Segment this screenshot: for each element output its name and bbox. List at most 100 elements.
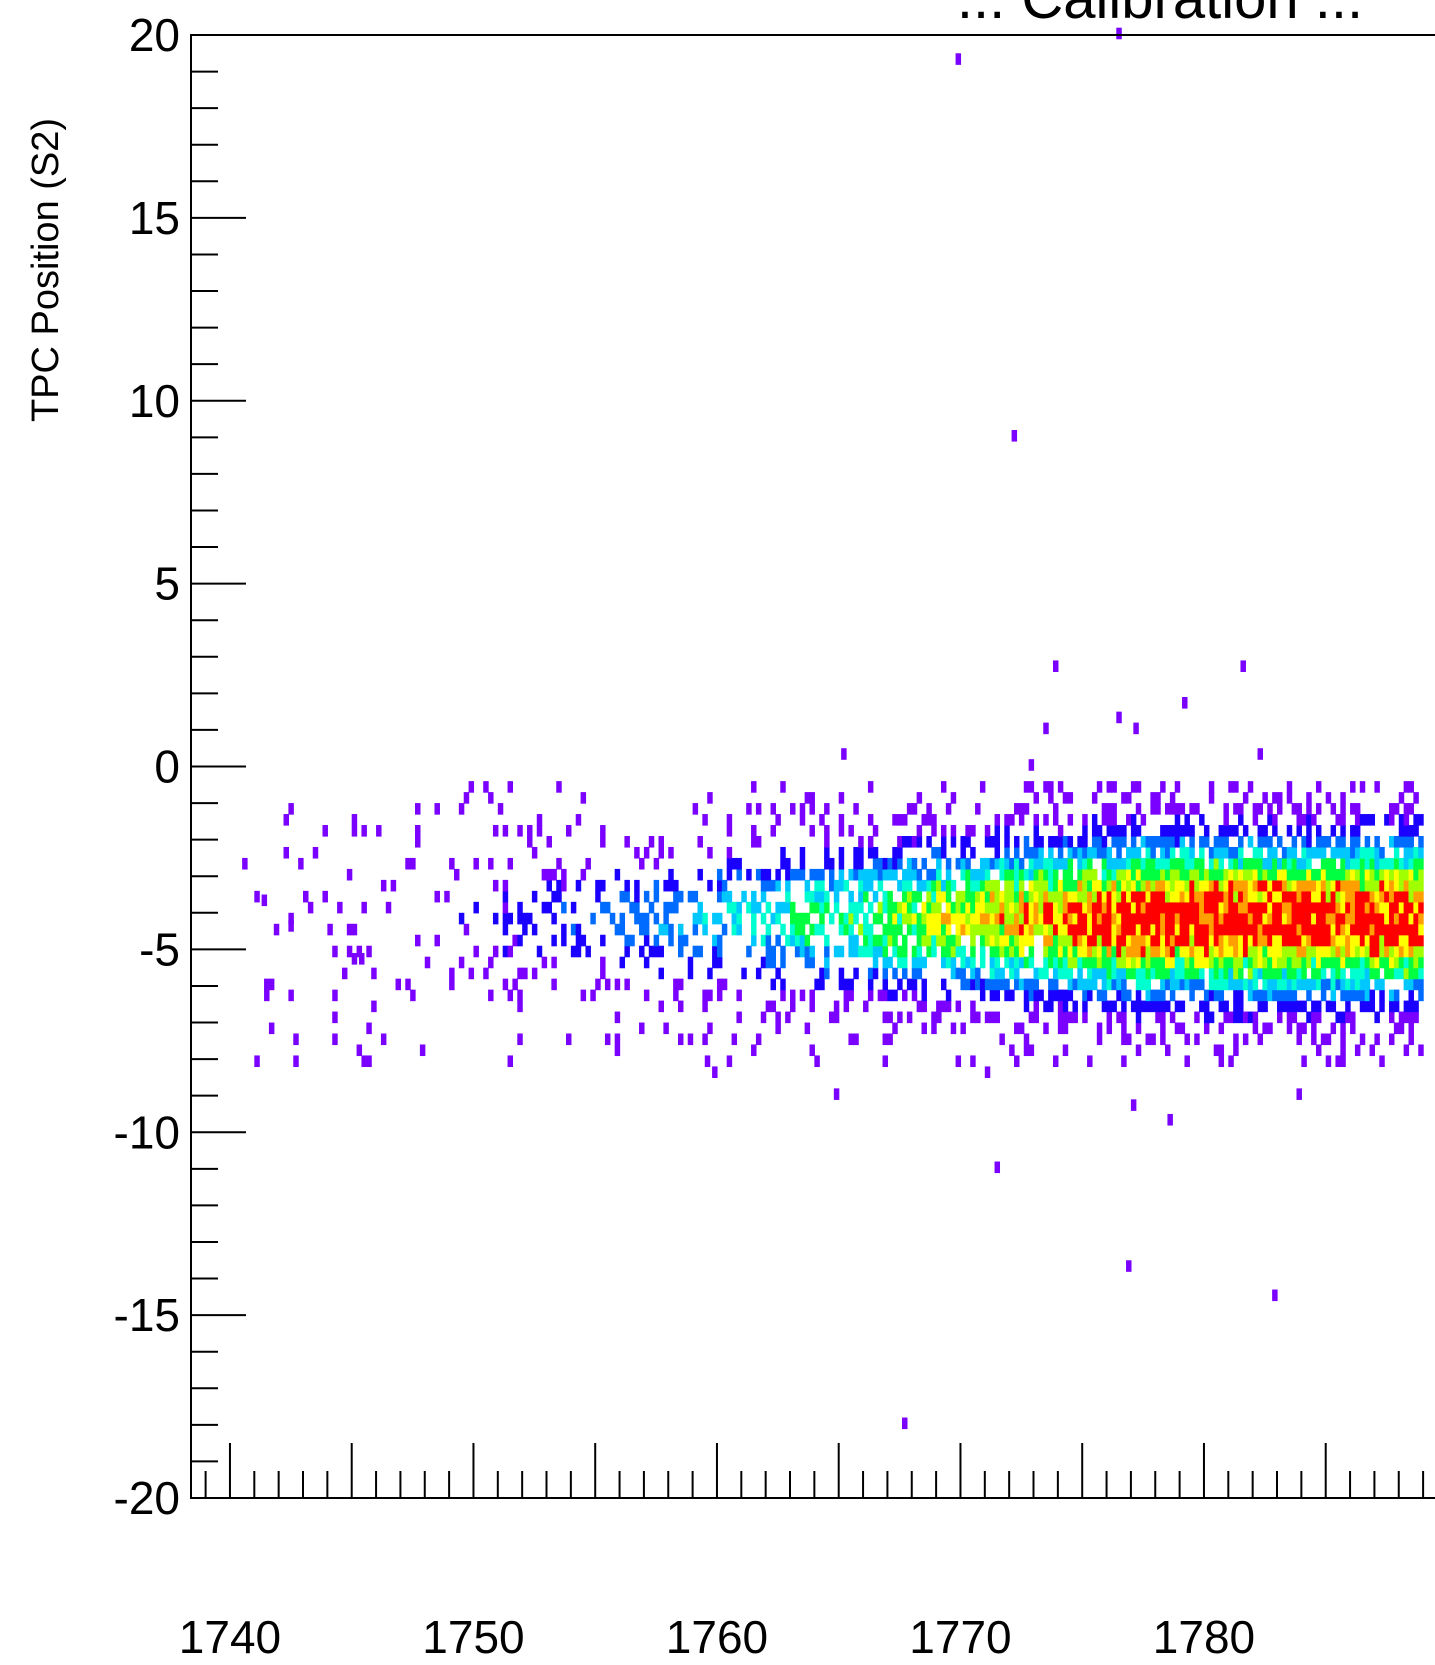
heatmap-cell bbox=[1403, 923, 1410, 936]
heatmap-cell bbox=[624, 934, 630, 947]
heatmap-cell bbox=[1364, 901, 1371, 914]
heatmap-cell bbox=[1267, 956, 1273, 969]
heatmap-cell bbox=[556, 890, 562, 903]
heatmap-cell bbox=[254, 890, 260, 903]
heatmap-cell bbox=[975, 803, 981, 815]
outlier-cell bbox=[351, 953, 358, 965]
heatmap-cell bbox=[785, 901, 791, 914]
heatmap-cell bbox=[984, 901, 991, 914]
heatmap-cell bbox=[1106, 945, 1113, 958]
heatmap-cell bbox=[565, 1033, 572, 1046]
heatmap-cell bbox=[531, 846, 538, 859]
heatmap-cell bbox=[1169, 978, 1176, 991]
heatmap-cell bbox=[1096, 945, 1103, 958]
heatmap-cell bbox=[1291, 956, 1298, 969]
heatmap-cell bbox=[1199, 846, 1205, 859]
heatmap-cell bbox=[994, 1011, 1001, 1024]
heatmap-cell bbox=[531, 923, 538, 936]
heatmap-cell bbox=[1277, 989, 1283, 1002]
heatmap-cell bbox=[838, 825, 845, 837]
y-tick-label: -5 bbox=[139, 923, 180, 975]
heatmap-cell bbox=[536, 825, 543, 837]
heatmap-cell bbox=[799, 814, 806, 826]
heatmap-cell bbox=[624, 835, 630, 848]
heatmap-cell bbox=[1379, 868, 1385, 881]
heatmap-cell bbox=[1009, 879, 1015, 892]
heatmap-cell bbox=[911, 803, 918, 815]
heatmap-cell bbox=[1072, 846, 1078, 859]
heatmap-cell bbox=[643, 956, 650, 969]
heatmap-cell bbox=[1413, 901, 1419, 914]
heatmap-cell bbox=[1345, 912, 1351, 925]
heatmap-cell bbox=[1233, 846, 1239, 859]
heatmap-cell bbox=[1389, 814, 1395, 826]
heatmap-cell bbox=[1160, 1022, 1166, 1035]
heatmap-cell bbox=[668, 934, 674, 947]
heatmap-cell bbox=[1160, 857, 1166, 870]
heatmap-cell bbox=[1413, 923, 1419, 936]
heatmap-cell bbox=[1111, 956, 1117, 969]
heatmap-cell bbox=[887, 890, 893, 903]
heatmap-cell bbox=[1218, 945, 1225, 958]
heatmap-cell bbox=[1374, 967, 1380, 980]
heatmap-cell bbox=[1126, 814, 1132, 826]
heatmap-cell bbox=[1315, 803, 1322, 815]
heatmap-cell bbox=[517, 1033, 523, 1046]
heatmap-cell bbox=[643, 912, 650, 925]
heatmap-cell bbox=[960, 835, 966, 848]
heatmap-cell bbox=[1194, 956, 1200, 969]
heatmap-cell bbox=[1238, 814, 1244, 826]
heatmap-cell bbox=[624, 978, 630, 991]
heatmap-cell bbox=[960, 857, 966, 870]
heatmap-cell bbox=[502, 825, 509, 837]
heatmap-cell bbox=[853, 901, 859, 914]
heatmap-cell bbox=[1106, 825, 1113, 837]
heatmap-cell bbox=[1101, 967, 1108, 980]
heatmap-cell bbox=[906, 890, 913, 903]
heatmap-cell bbox=[1364, 879, 1371, 892]
heatmap-cell bbox=[1048, 879, 1054, 892]
heatmap-cell bbox=[882, 945, 889, 958]
heatmap-cell bbox=[1087, 912, 1093, 925]
heatmap-cell bbox=[1140, 835, 1147, 848]
heatmap-cell bbox=[1311, 879, 1317, 892]
heatmap-cell bbox=[1194, 857, 1200, 870]
heatmap-cell bbox=[1169, 989, 1176, 1002]
heatmap-cell bbox=[1194, 945, 1200, 958]
heatmap-cell bbox=[405, 857, 411, 870]
heatmap-cell bbox=[1082, 879, 1088, 892]
heatmap-cell bbox=[770, 978, 776, 991]
heatmap-cell bbox=[731, 1033, 738, 1046]
heatmap-cell bbox=[692, 890, 699, 903]
heatmap-cell bbox=[1135, 1000, 1142, 1013]
heatmap-cell bbox=[994, 846, 1001, 859]
heatmap-cell bbox=[1145, 956, 1151, 969]
heatmap-cell bbox=[1213, 945, 1220, 958]
heatmap-cell bbox=[298, 857, 304, 870]
heatmap-cell bbox=[1160, 956, 1166, 969]
heatmap-cell bbox=[1233, 956, 1239, 969]
outlier-cell bbox=[955, 53, 962, 65]
heatmap-cell bbox=[1335, 956, 1341, 969]
heatmap-cell bbox=[1009, 868, 1015, 881]
heatmap-cell bbox=[1389, 835, 1395, 848]
heatmap-cell bbox=[1384, 890, 1390, 903]
heatmap-cell bbox=[1389, 1011, 1395, 1024]
heatmap-cell bbox=[673, 978, 679, 991]
heatmap-cell bbox=[1233, 857, 1239, 870]
heatmap-cell bbox=[906, 901, 913, 914]
heatmap-cell bbox=[1082, 912, 1088, 925]
heatmap-cell bbox=[1150, 901, 1156, 914]
heatmap-cell bbox=[264, 989, 270, 1002]
heatmap-cell bbox=[1140, 890, 1147, 903]
heatmap-cell bbox=[1135, 934, 1142, 947]
heatmap-cell bbox=[1272, 868, 1278, 881]
heatmap-cell bbox=[1233, 1044, 1239, 1057]
heatmap-cell bbox=[1140, 945, 1147, 958]
heatmap-cell bbox=[1291, 934, 1298, 947]
heatmap-cell bbox=[989, 879, 996, 892]
heatmap-cell bbox=[867, 846, 874, 859]
heatmap-cell bbox=[1403, 1000, 1410, 1013]
heatmap-cell bbox=[1403, 814, 1410, 826]
heatmap-cell bbox=[1418, 868, 1424, 881]
